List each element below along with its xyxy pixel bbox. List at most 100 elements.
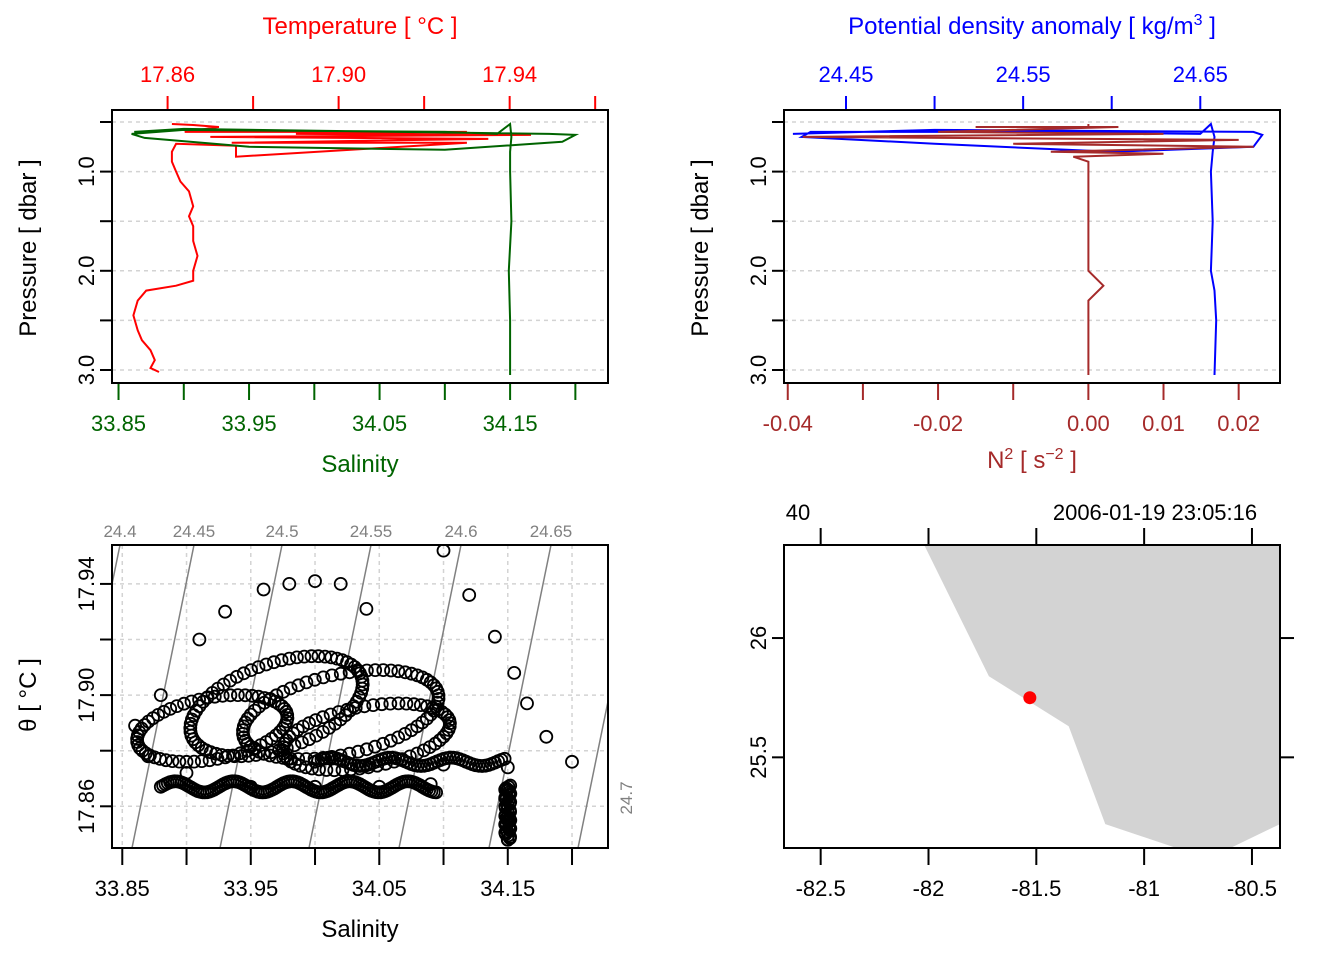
ts-point — [399, 696, 414, 711]
ts-point — [291, 678, 306, 693]
ts-point — [163, 702, 178, 716]
y-tick-label: 3.0 — [746, 355, 771, 386]
series-line-salinity — [131, 122, 580, 375]
ts-point — [135, 743, 150, 758]
isopycnal-label: 24.45 — [173, 522, 216, 541]
ts-point — [262, 748, 277, 763]
n-symbol: N — [987, 447, 1004, 474]
top-axis-title-text: Potential density anomaly [ kg/m — [848, 13, 1194, 40]
ts-point — [325, 668, 339, 683]
y-axis-title: Pressure [ dbar ] — [15, 159, 42, 336]
bottom-tick-label: 0.02 — [1217, 411, 1260, 436]
top-axis-title-close: ] — [1203, 13, 1216, 40]
ts-point — [503, 778, 518, 793]
ts-point — [229, 669, 244, 684]
isopycnal-label: 24.7 — [617, 781, 636, 814]
top-tick-label: 17.94 — [482, 62, 537, 87]
ts-point — [487, 629, 502, 644]
y-tick-label: 17.90 — [74, 668, 99, 723]
ts-point — [333, 666, 348, 681]
ts-point — [539, 729, 554, 744]
top-tick-label: 24.65 — [1173, 62, 1228, 87]
y-axis-title: θ [ °C ] — [15, 658, 42, 732]
ts-point — [282, 729, 297, 744]
ts-point — [256, 582, 271, 597]
y-tick-label: 17.86 — [74, 779, 99, 834]
unit-open: [ s — [1013, 447, 1045, 474]
station-time-label: 2006-01-19 23:05:16 — [1053, 500, 1257, 525]
ts-point — [308, 713, 323, 727]
top-tick-label: 24.55 — [996, 62, 1051, 87]
ts-point — [331, 705, 346, 719]
bottom-tick-label: 33.85 — [91, 411, 146, 436]
ts-point — [297, 649, 312, 664]
superscript: 3 — [1194, 12, 1203, 29]
ts-point — [324, 650, 339, 665]
map-frame — [783, 544, 1281, 849]
series-line-n2 — [802, 124, 1254, 375]
ts-point — [383, 696, 398, 711]
ts-point — [311, 649, 326, 664]
ts-point — [429, 785, 444, 800]
isopycnal-label: 24.55 — [350, 522, 393, 541]
bottom-tick-label: 0.01 — [1142, 411, 1185, 436]
series-line-temperature — [132, 123, 532, 373]
panel-ts-diagram: Salinity θ [ °C ] 33.85 33.95 34.05 34.15 17… — [15, 522, 636, 943]
x-tick-label: 33.85 — [95, 876, 150, 901]
ts-point — [234, 749, 249, 764]
ts-point — [276, 684, 291, 699]
ts-point — [266, 655, 281, 670]
isopycnal-line — [577, 697, 608, 848]
ts-point — [318, 649, 332, 664]
ts-point — [294, 735, 309, 750]
ts-point — [289, 650, 304, 665]
y-tick-label: 1.0 — [74, 156, 99, 187]
ts-point — [359, 602, 374, 616]
ts-point — [359, 663, 374, 678]
ts-point — [391, 696, 406, 711]
ts-point — [357, 699, 372, 714]
top-tick-label: 17.86 — [140, 62, 195, 87]
isopycnal-label: 24.4 — [103, 522, 136, 541]
land-polygon — [924, 545, 1280, 848]
ts-point — [351, 664, 366, 679]
ts-point — [244, 663, 259, 677]
bottom-tick-label: 33.95 — [222, 411, 277, 436]
panel-profile-density-n2: Potential density anomaly [ kg/m3 ] N2 [… — [687, 12, 1281, 474]
ts-point — [438, 707, 453, 722]
ts-point — [436, 729, 451, 744]
y-tick-label: 26 — [746, 626, 771, 650]
ts-point — [220, 748, 235, 763]
top-tick-label: 17.90 — [311, 62, 366, 87]
isopycnal-line — [398, 545, 462, 848]
top-tick-label: 24.45 — [818, 62, 873, 87]
ts-point — [374, 697, 389, 712]
x-tick-label: 33.95 — [223, 876, 278, 901]
x-tick-label: -82.5 — [796, 876, 846, 901]
isopycnal-label: 24.65 — [530, 522, 573, 541]
ts-point — [274, 699, 289, 713]
bottom-axis-title: Salinity — [321, 451, 398, 478]
ts-point — [565, 754, 579, 769]
ts-point — [172, 754, 187, 769]
ts-point — [280, 752, 295, 766]
y-tick-label: 2.0 — [74, 256, 99, 287]
plot-frame — [783, 109, 1281, 384]
ts-point — [177, 696, 191, 711]
ts-point — [252, 699, 267, 714]
ts-point — [245, 688, 260, 703]
ts-point — [436, 545, 451, 558]
panel-profile-temperature-salinity: Temperature [ °C ] Salinity Pressure [ d… — [15, 13, 609, 478]
ts-point — [302, 732, 317, 747]
ts-point — [366, 698, 381, 712]
ts-point — [368, 739, 382, 754]
plot-frame — [111, 544, 609, 849]
ts-point — [218, 750, 233, 765]
ts-point — [333, 577, 348, 591]
y-tick-label: 25.5 — [746, 736, 771, 779]
ts-point — [165, 754, 180, 768]
ts-point — [323, 707, 338, 722]
ts-point — [520, 696, 534, 711]
ts-point — [223, 688, 238, 703]
